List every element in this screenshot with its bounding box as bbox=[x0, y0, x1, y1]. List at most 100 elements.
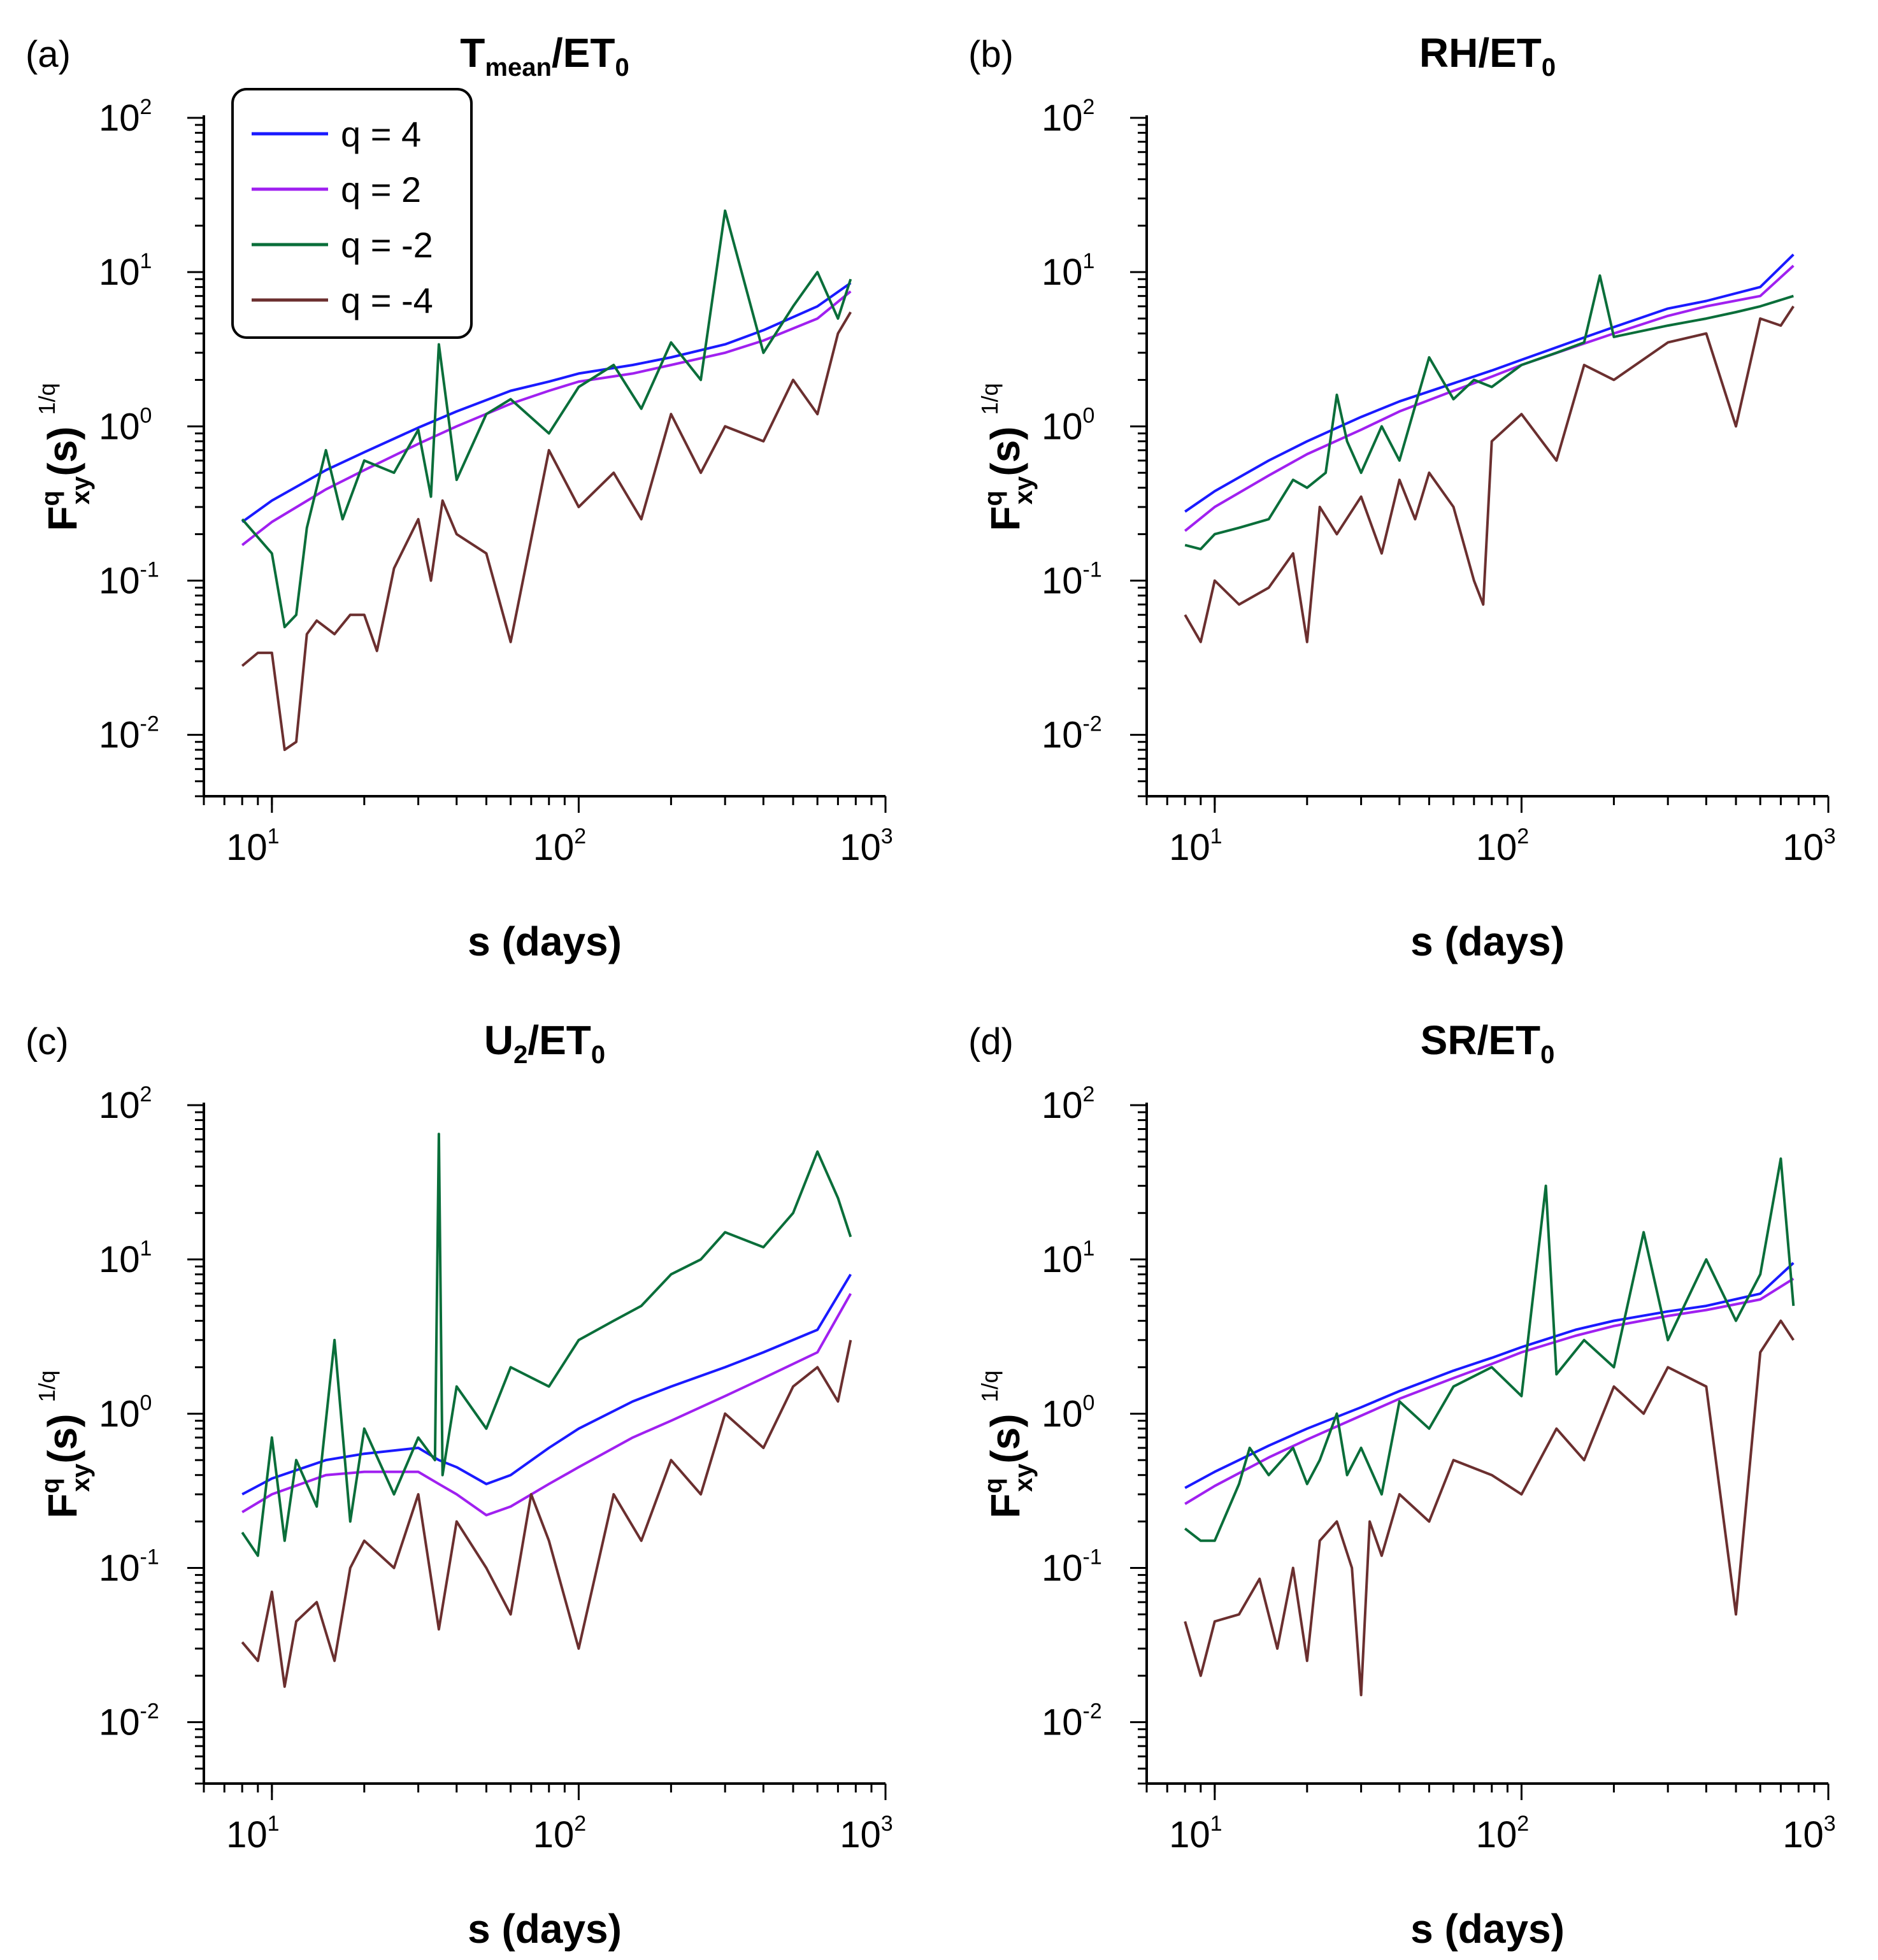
y-tick-exponent: 1 bbox=[140, 1236, 152, 1261]
y-tick-label: 10-1 bbox=[99, 557, 159, 601]
title-subscript: mean bbox=[485, 54, 552, 82]
y-tick-base: 10 bbox=[99, 97, 140, 139]
x-tick-exponent: 1 bbox=[268, 824, 280, 848]
y-tick-exponent: -2 bbox=[140, 1699, 159, 1724]
y-tick-base: 10 bbox=[99, 252, 140, 293]
y-tick-base: 10 bbox=[99, 1393, 140, 1434]
y-axis-label: Fq xy(s) 1/q bbox=[977, 383, 1038, 531]
chart-title: Tmean/ET0 bbox=[460, 30, 629, 82]
y-tick-base: 10 bbox=[1042, 97, 1083, 139]
x-tick-label: 103 bbox=[1782, 824, 1835, 868]
x-tick-label: 103 bbox=[840, 824, 892, 868]
x-tick-base: 10 bbox=[226, 827, 268, 868]
panel-letter: (d) bbox=[968, 1021, 1014, 1062]
x-tick-exponent: 3 bbox=[881, 824, 893, 848]
chart-title: U2/ET0 bbox=[484, 1017, 605, 1069]
x-tick-base: 10 bbox=[1782, 1814, 1824, 1856]
ylabel-rest: (s) bbox=[39, 1413, 85, 1463]
y-tick-exponent: 1 bbox=[140, 249, 152, 273]
x-tick-label: 101 bbox=[1169, 824, 1222, 868]
ylabel-subscript: xy bbox=[1010, 1463, 1038, 1492]
y-tick-exponent: 2 bbox=[140, 95, 152, 119]
x-tick-label: 103 bbox=[840, 1812, 892, 1856]
ylabel-rest: (s) bbox=[982, 1413, 1028, 1463]
y-tick-exponent: 2 bbox=[1083, 1082, 1095, 1106]
x-tick-exponent: 1 bbox=[1210, 824, 1222, 848]
series-line-nnnn-4 bbox=[1184, 305, 1795, 643]
y-axis-label: Fq xy(s) 1/q bbox=[977, 1370, 1038, 1518]
y-tick-exponent: -2 bbox=[1083, 1699, 1102, 1724]
title-main-text: RH/ET bbox=[1419, 30, 1542, 76]
y-tick-label: 102 bbox=[1042, 1082, 1094, 1126]
x-tick-label: 102 bbox=[533, 1812, 586, 1856]
x-tick-base: 10 bbox=[533, 827, 575, 868]
series-line-nnnn-2 bbox=[1184, 1157, 1795, 1542]
y-tick-label: 10-2 bbox=[1042, 712, 1102, 756]
y-tick-base: 10 bbox=[1042, 1085, 1083, 1126]
series-line-nnnn2 bbox=[1184, 1277, 1795, 1505]
series-line-nnnn-4 bbox=[241, 311, 852, 752]
legend-entry: q = 4 bbox=[341, 114, 421, 154]
x-tick-exponent: 3 bbox=[1824, 1812, 1836, 1836]
ylabel-base: F bbox=[982, 1494, 1028, 1519]
y-tick-label: 102 bbox=[99, 1082, 152, 1126]
title-main-text: T bbox=[460, 30, 485, 76]
x-tick-base: 10 bbox=[1782, 827, 1824, 868]
y-tick-label: 10-2 bbox=[99, 1699, 159, 1743]
legend-entry: q = 2 bbox=[341, 169, 421, 210]
x-tick-exponent: 1 bbox=[268, 1812, 280, 1836]
x-tick-label: 102 bbox=[1476, 1812, 1529, 1856]
x-tick-exponent: 2 bbox=[574, 1812, 586, 1836]
y-tick-base: 10 bbox=[99, 1547, 140, 1589]
x-tick-label: 101 bbox=[226, 1812, 279, 1856]
series-line-nnnn-2 bbox=[1184, 274, 1794, 550]
y-tick-label: 100 bbox=[99, 1391, 152, 1434]
y-tick-label: 101 bbox=[99, 249, 152, 293]
y-tick-label: 101 bbox=[1042, 249, 1094, 293]
title-rest-subscript: 0 bbox=[591, 1041, 605, 1069]
y-tick-label: 100 bbox=[1042, 403, 1094, 447]
panel-letter: (c) bbox=[25, 1021, 69, 1062]
x-axis-label: s (days) bbox=[468, 919, 622, 964]
x-tick-label: 101 bbox=[1169, 1812, 1222, 1856]
ylabel-base: F bbox=[39, 1494, 85, 1519]
series-line-nnnn2 bbox=[241, 290, 852, 547]
ylabel-power: 1/q bbox=[34, 1370, 60, 1402]
y-tick-base: 10 bbox=[1042, 406, 1083, 447]
y-axis-label: Fq xy(s) 1/q bbox=[34, 1370, 95, 1518]
series-line-nnnn-4 bbox=[241, 1340, 852, 1688]
x-tick-exponent: 2 bbox=[1517, 1812, 1529, 1836]
y-tick-exponent: -1 bbox=[140, 1545, 159, 1569]
title-rest-text: /ET bbox=[527, 1017, 591, 1063]
series-line-nnnn4 bbox=[241, 282, 852, 524]
ylabel-power: 1/q bbox=[977, 1370, 1003, 1402]
y-tick-label: 10-2 bbox=[1042, 1699, 1102, 1743]
panel-letter: (a) bbox=[25, 34, 71, 75]
ylabel-base: F bbox=[39, 506, 85, 531]
y-tick-label: 101 bbox=[1042, 1236, 1094, 1280]
x-tick-exponent: 2 bbox=[574, 824, 586, 848]
y-tick-label: 10-1 bbox=[99, 1545, 159, 1589]
x-tick-label: 101 bbox=[226, 824, 279, 868]
panel-letter: (b) bbox=[968, 34, 1014, 75]
x-tick-exponent: 3 bbox=[881, 1812, 893, 1836]
y-tick-exponent: 2 bbox=[1083, 95, 1095, 119]
x-tick-base: 10 bbox=[226, 1814, 268, 1856]
title-main-text: U bbox=[484, 1017, 513, 1063]
ylabel-rest: (s) bbox=[982, 426, 1028, 476]
y-tick-exponent: -2 bbox=[140, 712, 159, 736]
x-axis-label: s (days) bbox=[1410, 919, 1565, 964]
x-axis-label: s (days) bbox=[468, 1906, 622, 1952]
title-subscript: 0 bbox=[1540, 1041, 1554, 1069]
x-tick-base: 10 bbox=[1476, 827, 1517, 868]
y-tick-exponent: 1 bbox=[1083, 1236, 1095, 1261]
x-axis-label: s (days) bbox=[1410, 1906, 1565, 1952]
title-main-text: SR/ET bbox=[1421, 1017, 1540, 1063]
y-tick-base: 10 bbox=[99, 715, 140, 756]
x-tick-label: 103 bbox=[1782, 1812, 1835, 1856]
y-tick-label: 10-1 bbox=[1042, 1545, 1102, 1589]
y-tick-base: 10 bbox=[99, 1239, 140, 1280]
